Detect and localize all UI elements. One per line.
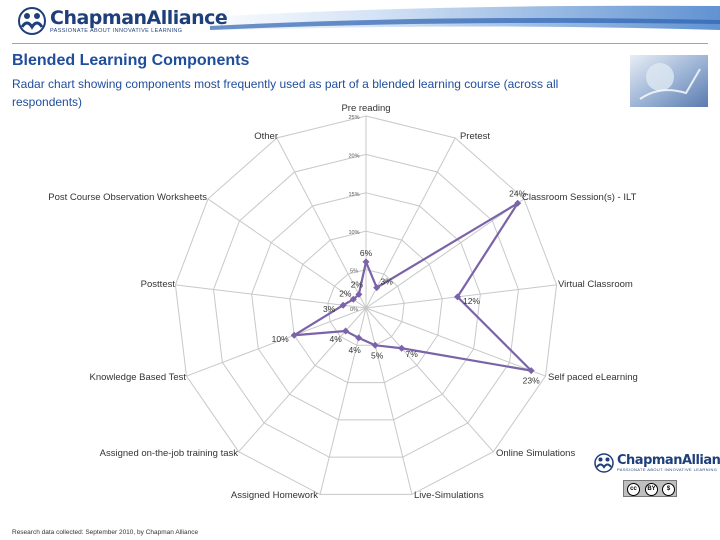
category-label: Posttest — [141, 279, 176, 290]
decorative-photo — [630, 55, 708, 107]
grid-ring — [213, 153, 519, 458]
data-label: 4% — [329, 334, 342, 344]
header-banner: ChapmanAlliance PASSIONATE ABOUT INNOVAT… — [0, 0, 720, 44]
grid-spoke — [207, 198, 367, 309]
category-label: Pretest — [460, 131, 490, 142]
data-label: 10% — [272, 334, 289, 344]
data-point-marker — [371, 341, 379, 349]
data-label: 3% — [381, 277, 394, 287]
data-point-marker — [349, 295, 357, 303]
category-label: Assigned on-the-job training task — [100, 448, 239, 459]
category-label: Virtual Classroom — [558, 279, 633, 290]
data-point-marker — [342, 327, 350, 335]
company-logo-small: ChapmanAlliance PASSIONATE ABOUT INNOVAT… — [594, 453, 720, 473]
tick-label: 20% — [348, 153, 359, 159]
grid-ring — [174, 115, 558, 495]
research-footnote: Research data collected: September 2010,… — [12, 529, 199, 536]
data-label: 5% — [371, 350, 384, 360]
data-point-marker — [373, 284, 381, 292]
company-logo: ChapmanAlliance PASSIONATE ABOUT INNOVAT… — [18, 6, 228, 35]
grid-ring — [289, 230, 443, 384]
category-label: Pre reading — [341, 103, 390, 114]
data-point-marker — [355, 334, 363, 342]
data-point-marker — [453, 293, 461, 301]
people-logo-icon — [18, 7, 46, 35]
tick-label: 10% — [348, 230, 359, 236]
attribution-icon: BY — [645, 483, 658, 496]
category-label: Online Simulations — [496, 448, 575, 459]
grid-ring — [251, 192, 481, 421]
data-label: 6% — [360, 248, 373, 258]
grid-spoke — [175, 284, 367, 309]
tick-label: 0% — [350, 307, 358, 313]
category-label: Live-Simulations — [414, 490, 484, 501]
data-point-marker — [398, 344, 406, 352]
data-point-marker — [355, 290, 363, 298]
data-label: 12% — [463, 296, 480, 306]
grid-spoke — [186, 307, 367, 377]
tick-label: 15% — [348, 192, 359, 198]
logo-tagline-small: PASSIONATE ABOUT INNOVATIVE LEARNING — [617, 467, 718, 472]
people-logo-icon-small — [594, 453, 614, 473]
data-point-marker — [339, 301, 347, 309]
data-label: 24% — [509, 188, 526, 198]
data-label: 23% — [523, 376, 540, 386]
logo-name-small: ChapmanAlliance — [617, 453, 720, 468]
header-swoosh — [12, 5, 720, 44]
category-label: Other — [254, 131, 278, 142]
grid-spoke — [365, 307, 494, 453]
radar-tick-labels: 0% 5% 10% 15% 20% 25% — [348, 115, 359, 313]
slide-title: Blended Learning Components — [12, 52, 250, 69]
tick-label: 25% — [348, 115, 359, 121]
grid-spoke — [365, 137, 456, 309]
category-label: Knowledge Based Test — [90, 372, 187, 383]
data-point-marker — [527, 367, 535, 375]
data-point-marker — [514, 199, 522, 207]
radar-grid — [174, 115, 558, 495]
grid-spoke — [365, 198, 525, 309]
data-label: 2% — [339, 288, 352, 298]
data-label: 2% — [351, 279, 364, 289]
data-label: 7% — [406, 349, 419, 359]
data-label: 4% — [348, 345, 361, 355]
radar-category-labels: Pre reading Pretest Classroom Session(s) -… — [48, 103, 638, 501]
data-point-marker — [362, 258, 370, 266]
category-label: Self paced eLearning — [548, 372, 638, 383]
category-label: Classroom Session(s) - ILT — [522, 192, 637, 203]
logo-tagline: PASSIONATE ABOUT INNOVATIVE LEARNING — [50, 27, 183, 34]
grid-spoke — [365, 284, 557, 309]
logo-name: ChapmanAlliance — [50, 6, 228, 29]
category-label: Post Course Observation Worksheets — [48, 192, 207, 203]
category-label: Assigned Homework — [231, 490, 318, 501]
creative-commons-badge[interactable]: cc BY $ — [623, 480, 677, 497]
tick-label: 5% — [350, 269, 358, 275]
grid-spoke — [365, 307, 413, 495]
grid-ring — [327, 269, 405, 346]
data-label: 3% — [323, 304, 336, 314]
cc-icon: cc — [627, 483, 640, 496]
grid-spoke — [276, 137, 367, 309]
noncommercial-icon: $ — [662, 483, 675, 496]
data-point-marker — [290, 331, 298, 339]
grid-spoke — [365, 307, 546, 377]
radar-series: 6%3%24%12%23%7%5%4%4%10%3%2%2% — [272, 188, 540, 385]
slide-subtitle: Radar chart showing components most freq… — [12, 77, 559, 109]
